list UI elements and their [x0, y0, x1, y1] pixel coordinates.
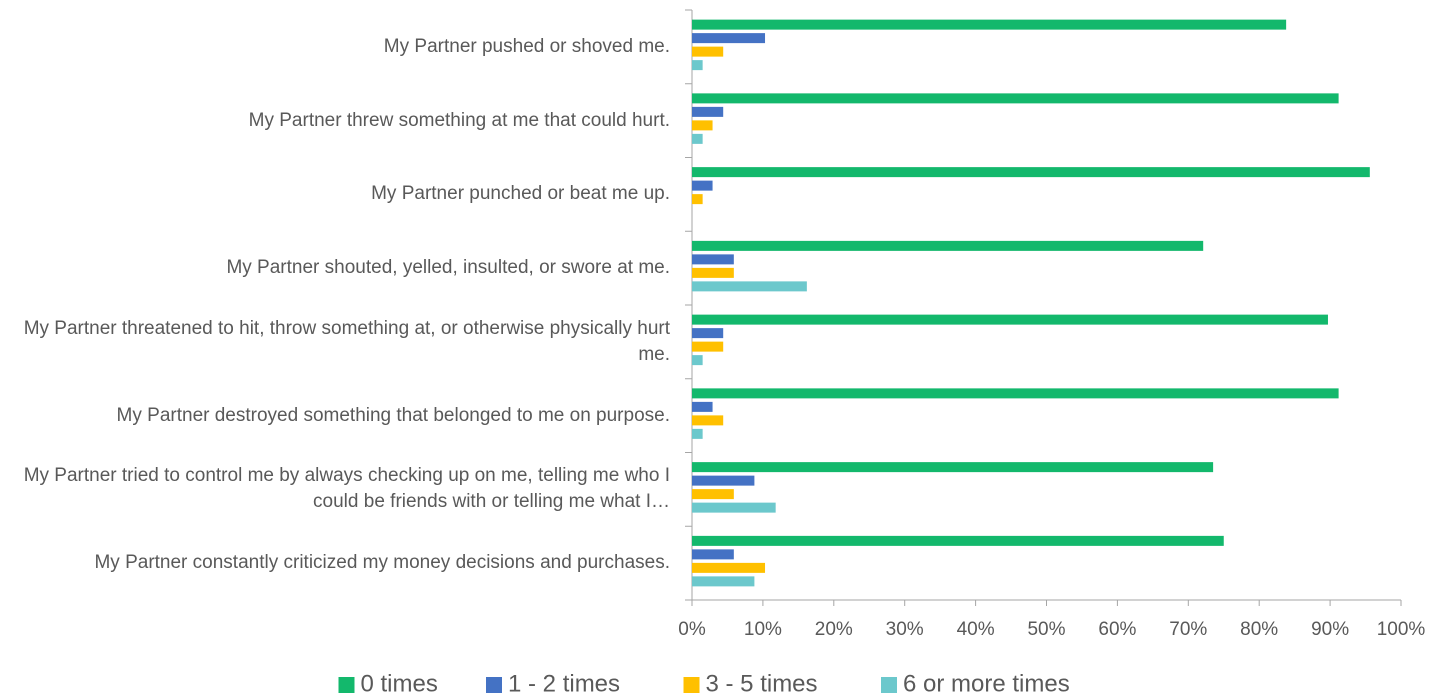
- bar: [692, 489, 734, 500]
- bar: [692, 401, 713, 412]
- bar: [692, 167, 1370, 178]
- x-tick-label: 100%: [1377, 619, 1426, 640]
- x-tick-label: 60%: [1098, 619, 1136, 640]
- category-label: My Partner punched or beat me up.: [371, 183, 670, 205]
- bar: [692, 120, 713, 131]
- legend-swatch: [486, 677, 502, 693]
- bar: [692, 93, 1339, 104]
- x-tick-label: 70%: [1169, 619, 1207, 640]
- category-label: My Partner shouted, yelled, insulted, or…: [226, 257, 670, 279]
- legend-label: 6 or more times: [903, 670, 1070, 697]
- x-tick-label: 80%: [1240, 619, 1278, 640]
- bar: [692, 281, 807, 292]
- bar: [692, 576, 755, 587]
- category-label: My Partner destroyed something that belo…: [116, 404, 670, 426]
- category-label: My Partner tried to control me by always…: [23, 465, 670, 513]
- bar: [692, 355, 703, 366]
- bar: [692, 475, 755, 486]
- bar: [692, 562, 766, 573]
- bar: [692, 60, 703, 71]
- bar: [692, 388, 1339, 399]
- bar: [692, 267, 734, 278]
- bar: [692, 549, 734, 560]
- bar: [692, 240, 1204, 251]
- legend-label: 1 - 2 times: [508, 670, 620, 697]
- bar: [692, 46, 724, 57]
- legend-label: 0 times: [361, 670, 438, 697]
- bar: [692, 428, 703, 439]
- category-label: My Partner pushed or shoved me.: [383, 35, 670, 57]
- x-tick-label: 40%: [957, 619, 995, 640]
- x-tick-label: 50%: [1027, 619, 1065, 640]
- bar: [692, 254, 734, 265]
- legend-swatch: [881, 677, 897, 693]
- bar: [692, 341, 724, 352]
- legend-swatch: [338, 677, 355, 693]
- bar: [692, 535, 1224, 546]
- bar: [692, 462, 1214, 473]
- bar: [692, 415, 724, 426]
- category-label: My Partner threatened to hit, throw some…: [23, 317, 670, 365]
- bar: [692, 328, 724, 339]
- category-label: My Partner constantly criticized my mone…: [94, 552, 670, 574]
- bar: [692, 194, 703, 205]
- legend-swatch: [683, 677, 700, 693]
- bar: [692, 19, 1287, 30]
- bar: [692, 106, 724, 117]
- x-tick-label: 10%: [744, 619, 782, 640]
- x-tick-label: 0%: [678, 619, 706, 640]
- bar: [692, 180, 713, 191]
- bar: [692, 133, 703, 144]
- bar: [692, 33, 766, 44]
- bar: [692, 314, 1328, 325]
- category-label: My Partner threw something at me that co…: [248, 109, 670, 131]
- x-tick-label: 20%: [815, 619, 853, 640]
- x-tick-label: 30%: [886, 619, 924, 640]
- bar: [692, 502, 776, 513]
- x-tick-label: 90%: [1311, 619, 1349, 640]
- legend-label: 3 - 5 times: [706, 670, 818, 697]
